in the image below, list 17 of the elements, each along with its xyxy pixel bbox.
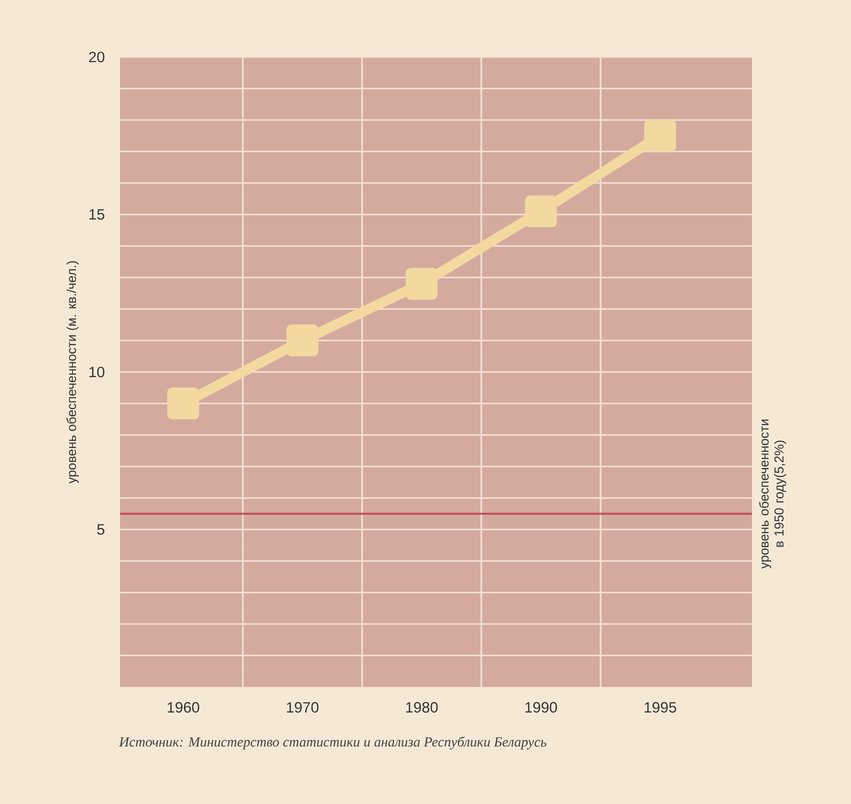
x-tick-label: 1980 — [406, 702, 438, 713]
y-axis-title: уровень обеспеченности (м. кв./чел.) — [66, 261, 79, 484]
x-tick-label: 1970 — [286, 702, 318, 713]
point — [524, 195, 557, 228]
ref-line-label: уровень обеспеченности в 1950 году(5,2%) — [759, 420, 786, 569]
text: Источник: Министерство статистики и анализа Республики Беларусь — [118, 736, 546, 750]
x-tick-label: 1960 — [168, 702, 200, 713]
point — [406, 268, 438, 300]
y-tick-label: 10 — [89, 366, 104, 378]
x-tick-label: 1990 — [525, 702, 557, 713]
point — [644, 120, 676, 152]
y-tick-label: 20 — [89, 52, 104, 62]
point — [286, 324, 318, 356]
x-tick-label: 1995 — [644, 702, 676, 713]
y-tick-label: 15 — [89, 209, 104, 220]
y-tick-label: 5 — [97, 524, 104, 535]
point — [167, 388, 200, 420]
